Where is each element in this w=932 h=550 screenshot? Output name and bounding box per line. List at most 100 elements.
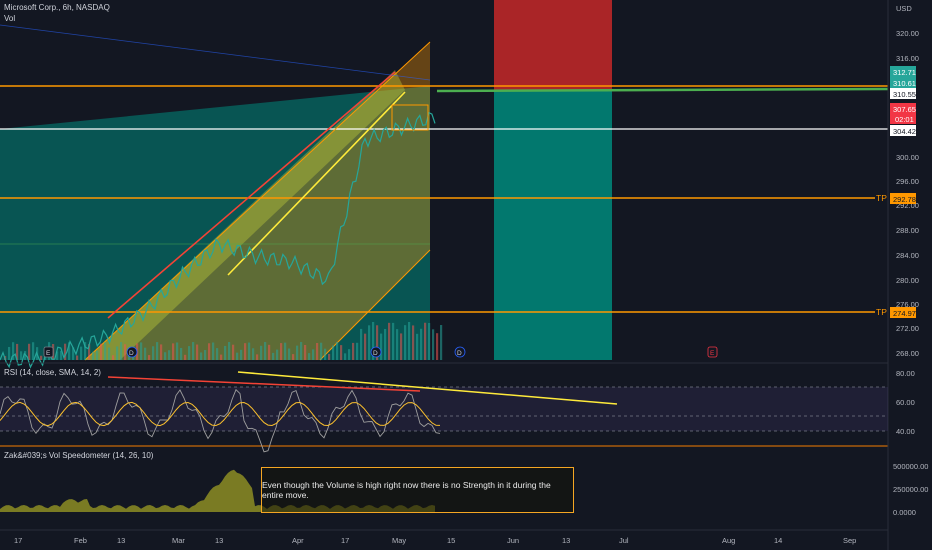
volume-bar bbox=[268, 344, 271, 360]
volume-bar bbox=[140, 342, 143, 360]
volume-bar bbox=[24, 351, 27, 360]
dividend-marker[interactable] bbox=[454, 346, 466, 358]
price-tick: 268.00 bbox=[896, 349, 919, 358]
tp-label: TP bbox=[876, 307, 887, 317]
volume-bar bbox=[124, 344, 127, 360]
volume-bar bbox=[172, 343, 175, 360]
badge-bg bbox=[890, 114, 916, 124]
event-markers[interactable]: E D D D E bbox=[43, 346, 718, 358]
volume-bar bbox=[316, 342, 319, 360]
volume-bar bbox=[236, 352, 239, 360]
time-axis[interactable]: 17 Feb 13 Mar 13 Apr 17 May 15 Jun 13 Ju… bbox=[14, 536, 856, 545]
annotation-box[interactable]: Even though the Volume is high right now… bbox=[261, 467, 574, 513]
volume-bar bbox=[292, 354, 295, 360]
volume-bar bbox=[148, 355, 151, 360]
volume-bar bbox=[384, 328, 387, 360]
rsi-pane bbox=[0, 371, 888, 453]
volume-bar bbox=[116, 346, 119, 360]
volume-bar bbox=[112, 355, 115, 360]
volume-bar bbox=[312, 349, 315, 360]
volume-bar bbox=[184, 354, 187, 360]
badge-bg bbox=[890, 103, 916, 114]
teal-fan-top bbox=[0, 86, 430, 129]
volume-bar bbox=[248, 342, 251, 360]
volume-bar bbox=[216, 348, 219, 360]
volume-bar bbox=[168, 350, 171, 360]
badge-bg bbox=[890, 125, 916, 136]
volume-bar bbox=[332, 345, 335, 360]
volume-bar bbox=[28, 343, 31, 360]
volume-bar bbox=[344, 353, 347, 360]
volume-bar bbox=[204, 350, 207, 360]
badge-bg bbox=[890, 66, 916, 77]
yellow-trendline[interactable] bbox=[227, 91, 406, 276]
volume-bar bbox=[396, 329, 399, 360]
volume-bar bbox=[60, 350, 63, 360]
volume-legend[interactable]: Vol bbox=[4, 14, 16, 23]
time-tick: 13 bbox=[117, 536, 125, 545]
price-tick: 272.00 bbox=[896, 324, 919, 333]
time-tick: 13 bbox=[562, 536, 570, 545]
entry-line[interactable] bbox=[436, 87, 889, 93]
rsi-red-divergence[interactable] bbox=[107, 376, 421, 392]
volume-bar bbox=[56, 351, 59, 360]
volume-bar bbox=[272, 352, 275, 360]
volume-bar bbox=[256, 354, 259, 360]
volume-bar bbox=[300, 342, 303, 360]
earnings-marker[interactable] bbox=[43, 346, 54, 358]
volume-bar bbox=[428, 322, 431, 360]
volume-bar bbox=[192, 342, 195, 360]
rsi-axis: 80.00 60.00 40.00 bbox=[896, 369, 915, 436]
dividend-marker[interactable] bbox=[126, 346, 138, 358]
rsi-yellow-divergence[interactable] bbox=[237, 371, 618, 405]
price-badges: 312.71 310.61 310.55 307.65 02:01 304.42… bbox=[876, 66, 916, 318]
dividend-marker-label: D bbox=[457, 350, 462, 357]
symbol-title[interactable]: Microsoft Corp., 6h, NASDAQ bbox=[4, 3, 110, 12]
rsi-tick: 40.00 bbox=[896, 427, 915, 436]
consolidation-box bbox=[391, 104, 429, 131]
volume-bar bbox=[156, 342, 159, 360]
dividend-marker-label: D bbox=[129, 350, 134, 357]
volume-bar bbox=[72, 347, 75, 360]
countdown-badge: 02:01 bbox=[895, 115, 914, 124]
badge-bg bbox=[890, 88, 916, 99]
volume-bar bbox=[96, 350, 99, 360]
rsi-band bbox=[0, 387, 888, 431]
volume-bar bbox=[364, 333, 367, 360]
red-trendline[interactable] bbox=[107, 71, 396, 319]
volume-bar bbox=[368, 325, 371, 360]
volume-bar bbox=[180, 347, 183, 360]
time-tick: Mar bbox=[172, 536, 185, 545]
volume-bar bbox=[276, 349, 279, 360]
volume-bar bbox=[64, 343, 67, 360]
tp-badge: 274.97 bbox=[893, 309, 916, 318]
rsi-legend[interactable]: RSI (14, close, SMA, 14, 2) bbox=[4, 368, 101, 377]
speedometer-legend[interactable]: Zak&#039;s Vol Speedometer (14, 26, 10) bbox=[4, 451, 154, 460]
badge-bg bbox=[890, 307, 916, 318]
volume-bar bbox=[416, 333, 419, 360]
speedometer-area bbox=[0, 469, 435, 512]
volume-bar bbox=[296, 345, 299, 360]
volume-bar bbox=[420, 328, 423, 360]
volume-bar bbox=[68, 342, 71, 360]
badge-bg bbox=[890, 77, 916, 88]
volume-bar bbox=[8, 346, 11, 360]
dividend-marker[interactable] bbox=[370, 346, 382, 358]
earnings-marker[interactable] bbox=[707, 346, 718, 358]
volume-bar bbox=[284, 342, 287, 360]
volume-bar bbox=[240, 349, 243, 360]
volume-bar bbox=[212, 342, 215, 360]
price-axis[interactable]: USD 320.00 316.00 300.00 296.00 292.00 2… bbox=[896, 4, 919, 358]
currency-label: USD bbox=[896, 4, 912, 13]
volume-bar bbox=[360, 328, 363, 360]
volume-bar bbox=[356, 342, 359, 360]
time-tick: Feb bbox=[74, 536, 87, 545]
volume-bar bbox=[244, 343, 247, 360]
time-tick: Jul bbox=[619, 536, 629, 545]
volume-bar bbox=[144, 347, 147, 360]
volume-bar bbox=[104, 342, 107, 360]
volume-bar bbox=[32, 342, 35, 360]
rsi-line bbox=[0, 388, 441, 453]
volume-bar bbox=[228, 342, 231, 360]
